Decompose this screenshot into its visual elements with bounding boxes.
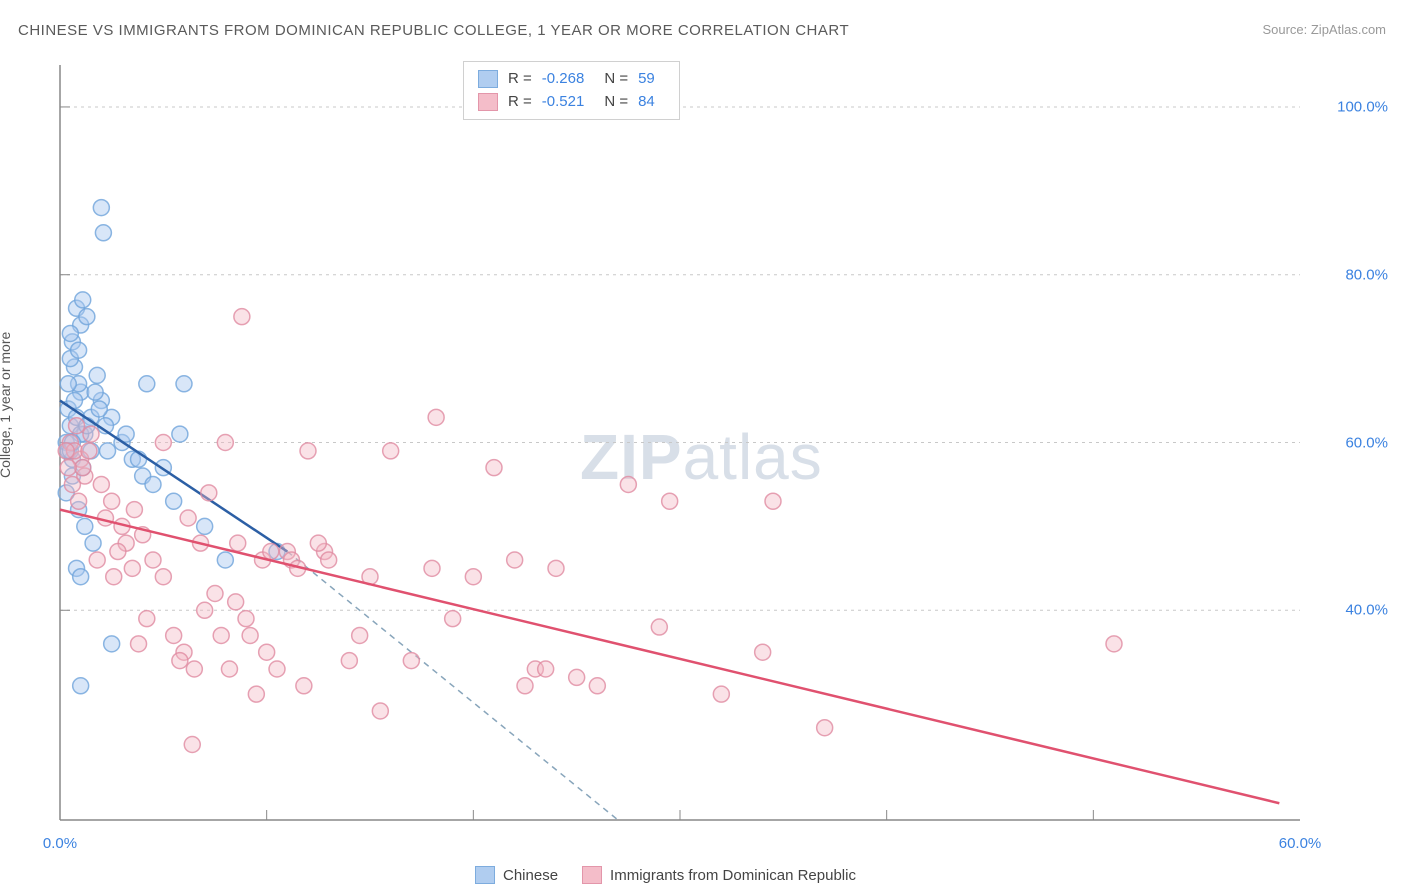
y-tick-label: 100.0%	[1337, 98, 1388, 115]
source-attribution: Source: ZipAtlas.com	[1262, 22, 1386, 37]
chart-title: CHINESE VS IMMIGRANTS FROM DOMINICAN REP…	[18, 22, 849, 39]
legend-swatch-dominican-icon	[582, 866, 602, 884]
correlation-legend-row-1: R = -0.268 N = 59	[478, 68, 665, 91]
r-value-1: -0.268	[542, 68, 585, 91]
legend-item-dominican: Immigrants from Dominican Republic	[582, 866, 856, 884]
n-value-2: 84	[638, 91, 655, 114]
y-tick-label: 60.0%	[1345, 434, 1388, 451]
correlation-legend-row-2: R = -0.521 N = 84	[478, 91, 665, 114]
legend-swatch-dominican	[478, 93, 498, 111]
legend-label: Chinese	[503, 867, 558, 884]
r-label: R =	[508, 68, 532, 91]
correlation-legend: R = -0.268 N = 59 R = -0.521 N = 84	[463, 61, 680, 120]
legend-label: Immigrants from Dominican Republic	[610, 867, 856, 884]
n-label: N =	[604, 91, 628, 114]
legend-item-chinese: Chinese	[475, 866, 558, 884]
legend-swatch-chinese-icon	[475, 866, 495, 884]
y-tick-label: 80.0%	[1345, 266, 1388, 283]
r-label: R =	[508, 91, 532, 114]
legend-swatch-chinese	[478, 70, 498, 88]
x-tick-label: 60.0%	[1279, 835, 1322, 852]
n-label: N =	[604, 68, 628, 91]
y-tick-label: 40.0%	[1345, 602, 1388, 619]
x-tick-label: 0.0%	[43, 835, 77, 852]
chart-area	[55, 60, 1305, 835]
y-axis-label: College, 1 year or more	[0, 332, 13, 478]
r-value-2: -0.521	[542, 91, 585, 114]
scatter-chart-svg	[55, 60, 1305, 835]
series-legend: Chinese Immigrants from Dominican Republ…	[475, 866, 856, 884]
n-value-1: 59	[638, 68, 655, 91]
